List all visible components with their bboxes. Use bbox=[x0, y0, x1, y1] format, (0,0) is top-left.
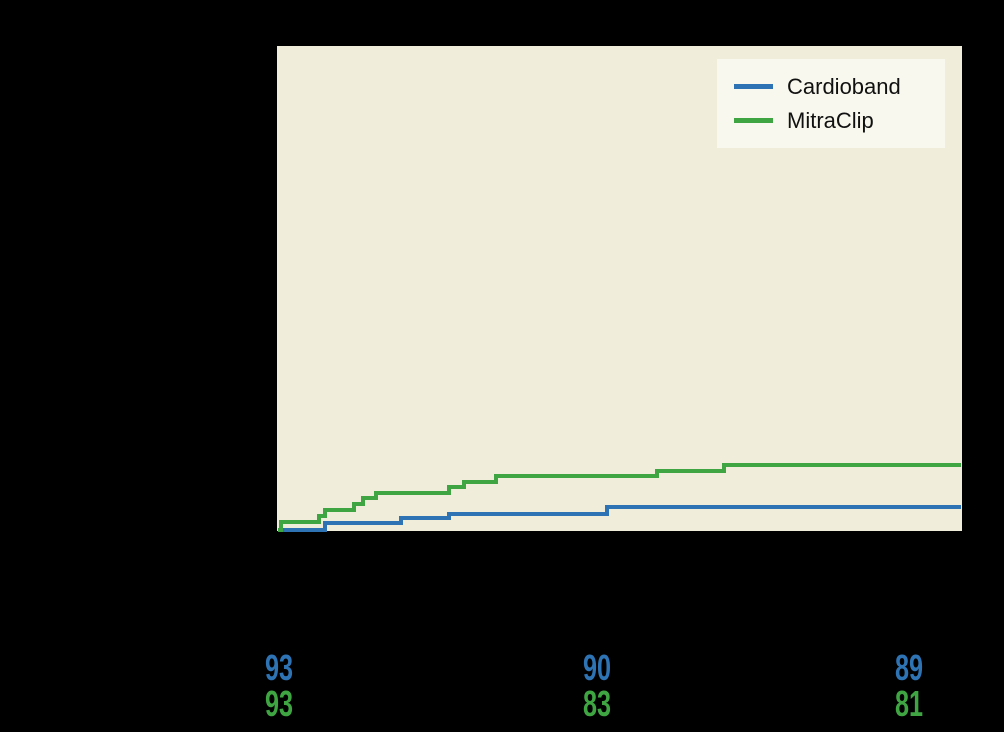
curve-mitraclip bbox=[278, 463, 961, 532]
at-risk-mitraclip-t1: 83 bbox=[582, 683, 612, 724]
legend-item-cardioband: Cardioband bbox=[734, 74, 945, 99]
legend-label-cardioband: Cardioband bbox=[787, 73, 901, 99]
curve-cardioband bbox=[278, 505, 961, 532]
legend-item-mitraclip: MitraClip bbox=[734, 108, 945, 133]
plot-area: Cardioband MitraClip bbox=[277, 46, 962, 532]
at-risk-mitraclip-t2: 81 bbox=[894, 683, 924, 724]
survival-curves-svg bbox=[278, 463, 961, 532]
mitraclip-line-swatch bbox=[734, 118, 773, 124]
at-risk-cardioband-t1: 90 bbox=[582, 647, 612, 688]
cardioband-line-swatch bbox=[734, 83, 773, 89]
legend-label-mitraclip: MitraClip bbox=[787, 108, 874, 133]
at-risk-cardioband-t0: 93 bbox=[264, 647, 294, 688]
at-risk-mitraclip-t0: 93 bbox=[264, 683, 294, 724]
legend: Cardioband MitraClip bbox=[717, 59, 945, 148]
at-risk-cardioband-t2: 89 bbox=[894, 647, 924, 688]
